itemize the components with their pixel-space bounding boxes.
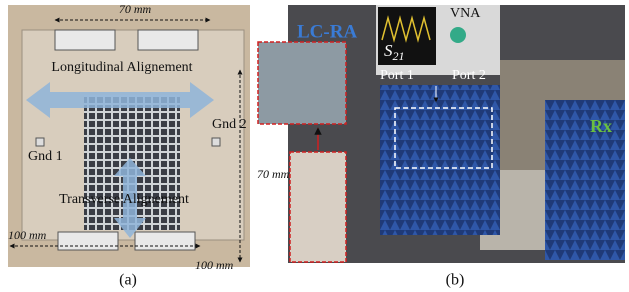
- dimension-label: 70 mm: [257, 167, 290, 181]
- dimension-label: 70 mm: [119, 2, 152, 16]
- annotation: Port 2: [452, 68, 486, 83]
- clamp: [58, 232, 118, 250]
- caption: (a): [119, 272, 137, 289]
- figure: 70 mm Longitudinal Alignement Gnd 2 Gnd …: [0, 0, 629, 292]
- clamp: [135, 232, 195, 250]
- annotation: LC-RA: [297, 21, 357, 42]
- annotation: Gnd 2: [212, 117, 247, 132]
- panel-a: 70 mm Longitudinal Alignement Gnd 2 Gnd …: [8, 2, 250, 289]
- inset: [258, 42, 346, 124]
- annotation: Rx: [590, 116, 612, 136]
- annotation: Transverse Alignement: [59, 192, 189, 207]
- gnd-pad: [212, 138, 220, 146]
- dimension-label: 100 mm: [195, 258, 234, 272]
- panel-b: LC-RA VNA S21 Port 1 Port 2 Rx 70 mm (b): [257, 5, 625, 289]
- clamp: [138, 30, 198, 50]
- dimension-label: 100 mm: [8, 228, 47, 242]
- absorber: [545, 100, 625, 260]
- caption: (b): [446, 272, 465, 289]
- annotation: Gnd 1: [28, 149, 63, 164]
- s-parameter-subscript: 21: [393, 49, 405, 63]
- inset: [290, 152, 346, 262]
- annotation: Longitudinal Alignement: [51, 60, 192, 75]
- gnd-pad: [36, 138, 44, 146]
- annotation: Port 1: [380, 68, 414, 83]
- annotation: VNA: [450, 6, 481, 21]
- clamp: [55, 30, 115, 50]
- vna-knob: [450, 27, 466, 43]
